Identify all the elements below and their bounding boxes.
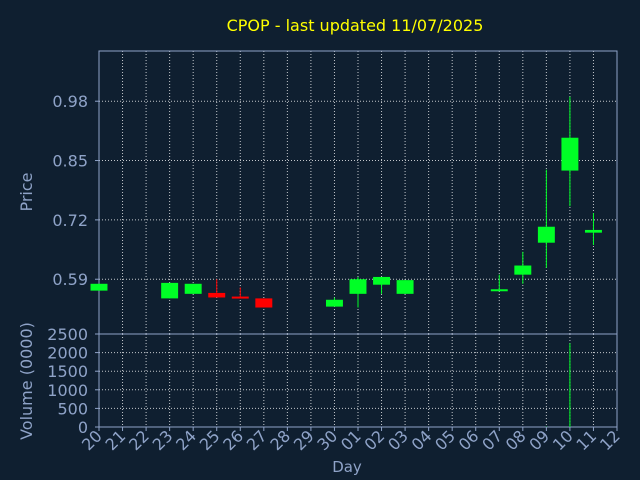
candle-body bbox=[490, 289, 508, 292]
volume-tick-label: 500 bbox=[57, 399, 88, 418]
candle-body bbox=[373, 276, 391, 285]
candle-body bbox=[584, 229, 602, 233]
candle-body bbox=[325, 299, 343, 307]
price-tick-label: 0.59 bbox=[52, 270, 88, 289]
candle-body bbox=[349, 279, 367, 294]
price-panel: 0.59 0.72 0.85 0.98 bbox=[52, 50, 618, 335]
candle-body bbox=[161, 282, 179, 299]
price-tick-label: 0.98 bbox=[52, 92, 88, 111]
volume-tick-label: 1000 bbox=[47, 381, 88, 400]
candle-body bbox=[208, 292, 226, 298]
candle-body bbox=[537, 226, 555, 243]
x-axis: 2021222324252627282930010203040506070809… bbox=[78, 426, 624, 454]
price-tick-label: 0.72 bbox=[52, 211, 88, 230]
volume-frame bbox=[98, 333, 618, 428]
candle-body bbox=[396, 280, 414, 294]
x-axis-label: Day bbox=[332, 458, 362, 476]
volume-tick-label: 2500 bbox=[47, 325, 88, 344]
candle-body bbox=[231, 296, 249, 299]
price-tick-label: 0.85 bbox=[52, 152, 88, 171]
candle-body bbox=[90, 283, 108, 291]
chart-title: CPOP - last updated 11/07/2025 bbox=[227, 16, 484, 35]
volume-tick-label: 1500 bbox=[47, 362, 88, 381]
candle-body bbox=[514, 265, 532, 275]
volume-axis-label: Volume (0000) bbox=[17, 322, 36, 440]
candle-body bbox=[184, 283, 202, 294]
candle-body bbox=[561, 137, 579, 171]
price-axis-label: Price bbox=[17, 172, 36, 211]
volume-tick-label: 0 bbox=[78, 418, 88, 437]
candle-body bbox=[255, 298, 273, 308]
volume-tick-label: 2000 bbox=[47, 344, 88, 363]
x-tick-label: 12 bbox=[596, 426, 624, 454]
